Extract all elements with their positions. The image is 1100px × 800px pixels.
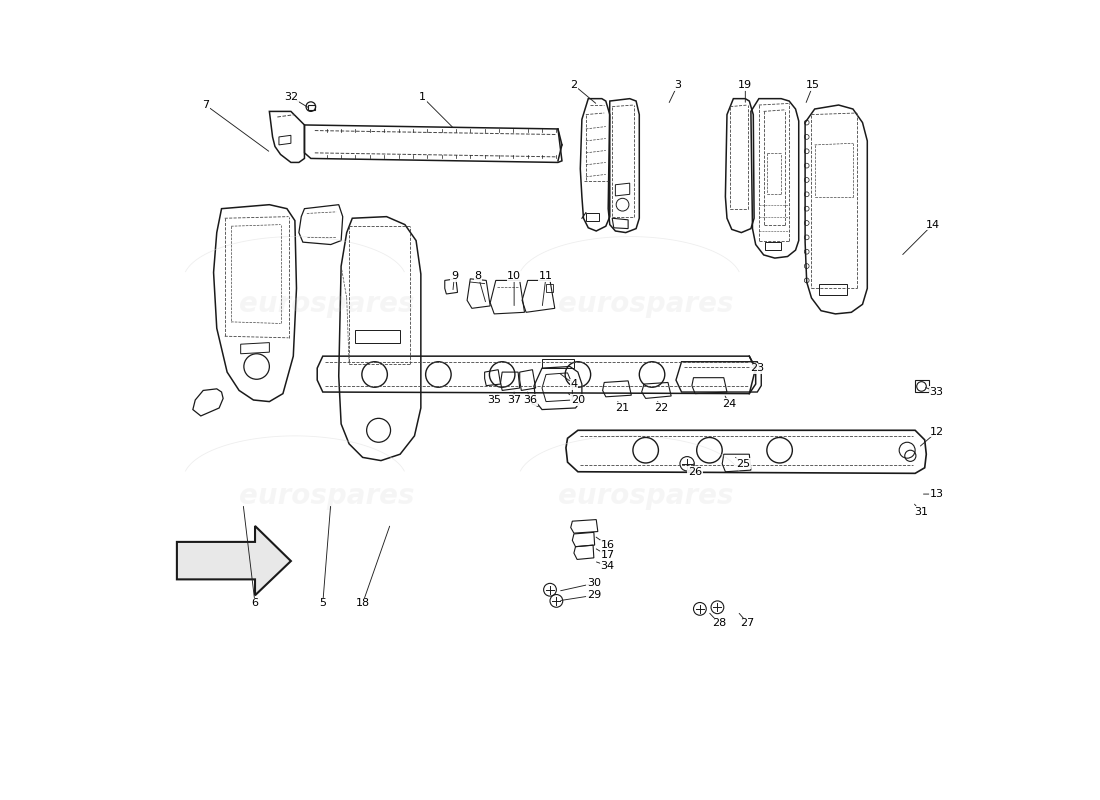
Text: 29: 29 [586,590,601,600]
Text: 6: 6 [252,598,258,608]
Text: 11: 11 [539,271,553,282]
Text: 25: 25 [736,458,750,469]
Text: 10: 10 [507,271,521,282]
Text: 23: 23 [750,363,764,373]
Text: 9: 9 [451,271,458,282]
Text: 5: 5 [319,598,327,608]
Text: eurospares: eurospares [239,290,415,318]
Text: 15: 15 [806,80,821,90]
Text: 8: 8 [475,271,482,282]
Text: 32: 32 [284,92,298,102]
Text: 36: 36 [524,395,537,405]
Text: 17: 17 [601,550,615,561]
Text: eurospares: eurospares [558,482,734,510]
Text: 19: 19 [738,80,752,90]
Text: 37: 37 [507,395,521,405]
Text: 28: 28 [712,618,726,628]
Text: 18: 18 [355,598,370,608]
Text: 24: 24 [723,399,737,409]
Text: 13: 13 [930,489,944,499]
Text: 3: 3 [674,80,681,90]
Text: 4: 4 [571,379,578,389]
Text: 30: 30 [586,578,601,588]
Text: 1: 1 [419,92,426,102]
Text: 12: 12 [930,427,944,437]
Text: 35: 35 [487,395,502,405]
Text: eurospares: eurospares [558,290,734,318]
Polygon shape [177,526,290,595]
Text: 16: 16 [601,540,615,550]
Text: 27: 27 [740,618,755,628]
Text: 7: 7 [202,100,209,110]
Text: 14: 14 [925,220,939,230]
Text: 21: 21 [615,403,629,413]
Text: 2: 2 [571,80,578,90]
Text: 22: 22 [654,403,669,413]
Text: 34: 34 [601,561,615,571]
Text: 31: 31 [914,506,927,517]
Text: eurospares: eurospares [239,482,415,510]
Text: 26: 26 [688,466,702,477]
Text: 20: 20 [571,395,585,405]
Text: 33: 33 [930,387,944,397]
